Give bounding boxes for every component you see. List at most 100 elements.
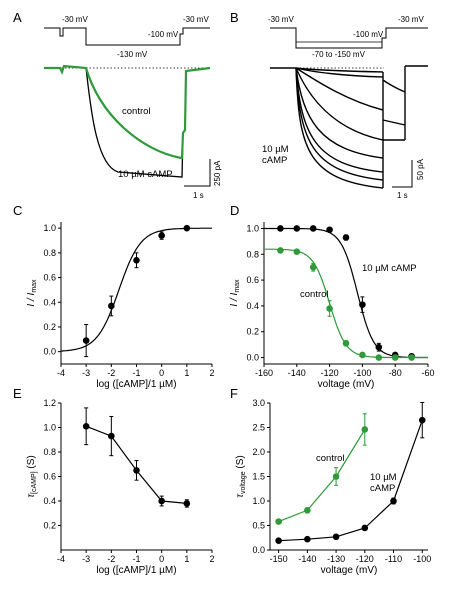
chart-f-label-camp-line2: cAMP [370,483,395,494]
chart-f-y-tick-label: 2.0 [252,447,265,457]
panel-a-scale-current: 250 pA [213,160,222,186]
chart-c-y-tick-label: 0.2 [43,322,56,332]
chart-e-x-tick-label: 1 [184,554,189,564]
panel-b-protocol-label-1: -30 mV [268,15,294,24]
chart-f-label-camp-line1: 10 µM [370,472,397,483]
panel-b-label-camp-line2: cAMP [262,155,287,166]
chart-c-y-tick-label: 0.0 [43,347,56,357]
chart-f-y-tick-label: 0.0 [252,545,265,555]
chart-c-y-tick-label: 0.4 [43,297,56,307]
chart-f-data-point [332,473,340,480]
chart-d-y-tick-label: 0.0 [246,353,259,363]
chart-d-y-axis-label-main: I / I [229,292,240,306]
panel-a: A -30 mV -130 mV -100 mV -30 mV control … [13,10,222,200]
chart-e-y-axis-label: τ[cAMP] (S) [26,455,38,497]
chart-f: -150 -140 -130 -120 -110 -100 0.0 0.5 1.0 1.5 2.0 2… [235,398,431,576]
panel-b-protocol [270,27,428,49]
chart-d-data-point [408,354,415,361]
chart-e-y-axis-label-sub: [cAMP] [31,471,38,494]
panel-a-label-control: control [122,106,151,117]
chart-f-x-tick-label: -130 [327,554,345,564]
chart-f-y-axis-label-main: τ [235,493,246,498]
chart-c: -4 -3 -2 -1 0 1 2 0.0 0.2 0.4 0.6 0.8 1.0 log ([cAMP]… [26,222,215,390]
panel-a-scale-bar [184,159,211,187]
chart-d: -160 -140 -120 -100 -80 -60 0.0 0.2 0.4 0.6 0.8 1.0… [229,222,435,390]
chart-e-y-tick-label: 0.6 [43,472,56,482]
chart-c-data-point [183,224,191,232]
chart-e-x-tick-label: -4 [57,554,65,564]
chart-d-y-tick-label: 0.4 [246,301,259,311]
panel-b-trace-2 [295,67,384,78]
chart-c-x-tick-label: -2 [107,368,115,378]
chart-e-x-tick-label: -3 [82,554,90,564]
chart-f-x-tick-label: -140 [298,554,316,564]
panel-b-protocol-label-3: -100 mV [353,30,384,39]
chart-f-y-axis-label-sub: voltage [240,471,247,494]
chart-c-x-tick-label: -3 [82,368,90,378]
chart-d-data-point [375,343,383,351]
chart-c-y-axis-label-main: I / I [26,292,37,306]
chart-d-x-tick-label: -140 [288,368,306,378]
chart-c-y-axis-label-sub: max [31,279,38,293]
panel-c-label: C [13,203,22,218]
chart-d-x-tick-label: -80 [389,368,402,378]
panel-a-trace-control [44,64,211,160]
chart-d-x-axis-label: voltage (mV) [318,379,375,390]
panel-b-protocol-label-4: -30 mV [398,15,424,24]
panel-b-trace-5 [295,67,384,159]
chart-f-data-point [332,533,340,541]
panel-b-trace-family [270,65,428,189]
chart-d-data-point [293,225,301,232]
chart-e-y-tick-label: 0.8 [43,447,56,457]
chart-d-data-point [359,301,366,308]
panel-b-trace-1 [270,67,384,73]
chart-d-x-tick-label: -120 [321,368,339,378]
chart-f-data-point [390,497,397,505]
panel-b-scale-time: 1 s [397,191,408,200]
chart-f-data-point [361,426,369,433]
chart-e-data-point [158,497,165,505]
chart-d-data-point [277,247,284,254]
chart-f-data-point [275,518,282,525]
panel-b-trace-8 [295,67,384,189]
panel-a-scale-time: 1 s [193,191,204,200]
chart-d-data-point [342,234,350,241]
chart-e-data-point [108,432,115,440]
panel-b: B -30 mV -70 to -150 mV -100 mV -30 mV 1… [230,10,428,200]
chart-f-y-tick-label: 2.5 [252,423,265,433]
chart-f-y-tick-label: 3.0 [252,398,265,408]
chart-c-data-point [133,256,140,264]
chart-d-y-tick-label: 0.8 [246,249,259,259]
chart-e-y-tick-label: 1.0 [43,423,56,433]
chart-d-y-axis-label-sub: max [234,279,241,293]
chart-d-data-point [326,226,333,234]
chart-d-label-camp: 10 µM cAMP [362,263,417,274]
panel-b-tail-currents [382,65,428,188]
chart-d-data-point [391,354,399,361]
panel-b-trace-4 [295,67,384,141]
panel-d-label: D [230,203,239,218]
chart-e-x-axis-label: log ([cAMP]/1 µM) [96,565,176,576]
chart-e-x-tick-label: -1 [132,554,140,564]
chart-e: -4 -3 -2 -1 0 1 2 0.2 0.4 0.6 0.8 1.0 1.2 log ([cAMP]… [26,398,215,576]
chart-d-data-point [359,351,366,359]
chart-c-x-tick-label: -4 [57,368,65,378]
chart-e-x-tick-label: 0 [159,554,164,564]
chart-d-data-point [326,305,333,312]
chart-d-data-point [293,248,301,255]
panel-b-protocol-label-2: -70 to -150 mV [312,50,366,59]
chart-c-y-axis-label: I / Imax [26,279,38,307]
chart-f-data-point [418,416,426,424]
chart-d-data-point [309,225,317,232]
panel-a-protocol-label-3: -100 mV [148,30,179,39]
chart-c-x-tick-label: -1 [132,368,140,378]
panel-a-protocol [44,27,210,46]
chart-c-x-axis-label: log ([cAMP]/1 µM) [96,379,176,390]
chart-e-x-tick-label: -2 [107,554,115,564]
chart-f-y-tick-label: 0.5 [252,521,265,531]
chart-d-data-point [342,340,350,347]
chart-c-data-point [158,232,165,239]
chart-e-data-point [82,422,90,430]
panel-b-trace-3 [295,67,384,111]
chart-f-x-tick-label: -110 [385,554,402,564]
